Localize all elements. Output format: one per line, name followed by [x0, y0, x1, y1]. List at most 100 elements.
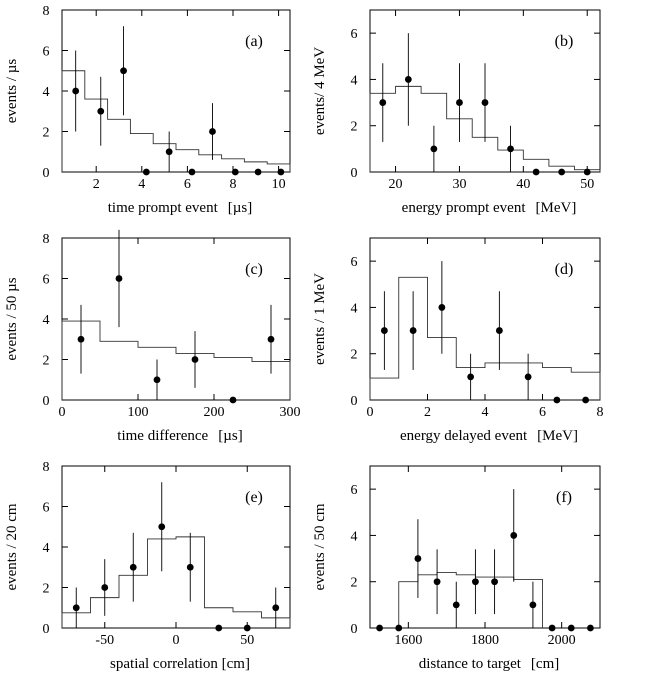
- panel-label: (b): [555, 33, 574, 50]
- x-axis-label: spatial correlation [cm]: [110, 656, 250, 672]
- y-tick-label: 0: [43, 394, 50, 409]
- x-tick-label: 4: [138, 177, 145, 192]
- x-axis-label: time difference [µs]: [117, 428, 242, 444]
- histogram-steps: [61, 320, 291, 400]
- data-point: [548, 624, 556, 632]
- data-point: [272, 604, 280, 612]
- y-axis-label: events / µs: [4, 59, 20, 124]
- y-tick-label: 4: [43, 85, 50, 100]
- data-point: [120, 67, 127, 75]
- x-tick-label: 8: [230, 177, 237, 192]
- data-point: [376, 624, 383, 632]
- data-point: [229, 396, 237, 404]
- x-tick-label: 2: [93, 177, 100, 192]
- y-axis-label: events / 50 µs: [4, 277, 20, 360]
- x-tick-label: 40: [516, 177, 530, 192]
- data-point: [267, 335, 275, 343]
- data-point: [72, 604, 80, 612]
- data-point: [142, 168, 150, 176]
- y-tick-label: 0: [43, 622, 50, 637]
- y-tick-label: 8: [43, 460, 50, 475]
- panel-label: (f): [556, 489, 572, 506]
- data-point: [510, 532, 518, 539]
- y-tick-label: 2: [351, 348, 358, 363]
- y-axis-label: events/ 4 MeV: [312, 47, 328, 135]
- y-tick-label: 4: [43, 541, 50, 556]
- data-point: [553, 396, 561, 404]
- x-tick-label: 8: [597, 405, 604, 420]
- x-axis-label: energy delayed event [MeV]: [400, 428, 578, 444]
- y-axis-label: events / 1 MeV: [312, 273, 328, 365]
- x-tick-label: 10: [272, 177, 286, 192]
- x-tick-label: 2: [424, 405, 431, 420]
- histogram-steps: [369, 276, 601, 400]
- y-tick-label: 0: [351, 394, 358, 409]
- y-tick-label: 6: [43, 273, 50, 288]
- panel-label: (c): [245, 261, 263, 278]
- x-axis-title: distance to target: [419, 656, 522, 672]
- y-tick-label: 6: [351, 255, 358, 270]
- x-tick-label: 30: [452, 177, 466, 192]
- x-tick-label: 50: [240, 633, 254, 648]
- data-point: [395, 624, 403, 632]
- data-point: [97, 107, 105, 115]
- panel-label: (e): [245, 489, 263, 506]
- data-point: [209, 128, 216, 135]
- data-point: [72, 87, 80, 95]
- data-point: [158, 523, 166, 531]
- data-point: [583, 168, 591, 176]
- data-point: [456, 99, 463, 106]
- x-tick-label: 100: [128, 405, 149, 420]
- data-point: [433, 578, 441, 586]
- x-axis-title: time prompt event: [108, 200, 219, 216]
- x-tick-label: 200: [204, 405, 225, 420]
- data-point: [379, 99, 387, 106]
- data-point: [524, 373, 532, 381]
- histogram-steps: [61, 70, 291, 172]
- data-point: [277, 168, 285, 176]
- panel-f: 1600 1800 2000 0 2 4 6 (f) distance to target [cm…: [312, 465, 601, 672]
- x-tick-label: 0: [173, 633, 180, 648]
- y-tick-label: 6: [43, 501, 50, 516]
- panel-d: 0 2 4 6 8 0 2 4 6 (d) energy delayed event [MeV] eve…: [312, 237, 604, 444]
- x-axis-title: time difference: [117, 428, 208, 444]
- data-point: [438, 304, 446, 311]
- x-tick-label: 6: [539, 405, 546, 420]
- panel-c: 0 100 200 300 0 2 4 6 8 (c) time difference [µs] eve…: [4, 229, 301, 444]
- data-point: [495, 327, 503, 334]
- data-point: [380, 327, 388, 334]
- y-tick-label: 2: [43, 354, 50, 369]
- x-tick-label: 300: [280, 405, 301, 420]
- data-point: [491, 578, 498, 586]
- data-point: [414, 555, 422, 562]
- data-point: [558, 168, 566, 176]
- histogram-steps: [398, 572, 543, 628]
- y-tick-label: 6: [351, 483, 358, 498]
- y-tick-label: 2: [43, 582, 50, 597]
- y-tick-label: 0: [351, 166, 358, 181]
- data-point: [430, 145, 438, 153]
- panel-label: (d): [555, 261, 574, 278]
- y-tick-label: 6: [351, 27, 358, 42]
- y-tick-label: 0: [351, 622, 358, 637]
- y-tick-label: 6: [43, 45, 50, 60]
- x-tick-label: 6: [184, 177, 191, 192]
- data-point: [191, 356, 199, 363]
- data-point: [231, 168, 239, 176]
- x-tick-label: 4: [482, 405, 489, 420]
- data-point: [567, 624, 575, 632]
- x-axis-title: spatial correlation [cm]: [110, 656, 250, 672]
- x-tick-label: -50: [95, 633, 114, 648]
- data-point: [467, 373, 475, 381]
- data-point: [129, 563, 137, 571]
- x-axis-title: energy prompt event: [402, 200, 527, 216]
- y-tick-label: 2: [43, 126, 50, 141]
- y-tick-label: 2: [351, 120, 358, 135]
- x-axis-unit: [µs]: [228, 200, 252, 216]
- data-point: [532, 168, 540, 176]
- y-tick-label: 4: [351, 73, 358, 88]
- data-point: [115, 275, 123, 282]
- x-tick-label: 1800: [471, 633, 499, 648]
- data-point: [409, 327, 417, 334]
